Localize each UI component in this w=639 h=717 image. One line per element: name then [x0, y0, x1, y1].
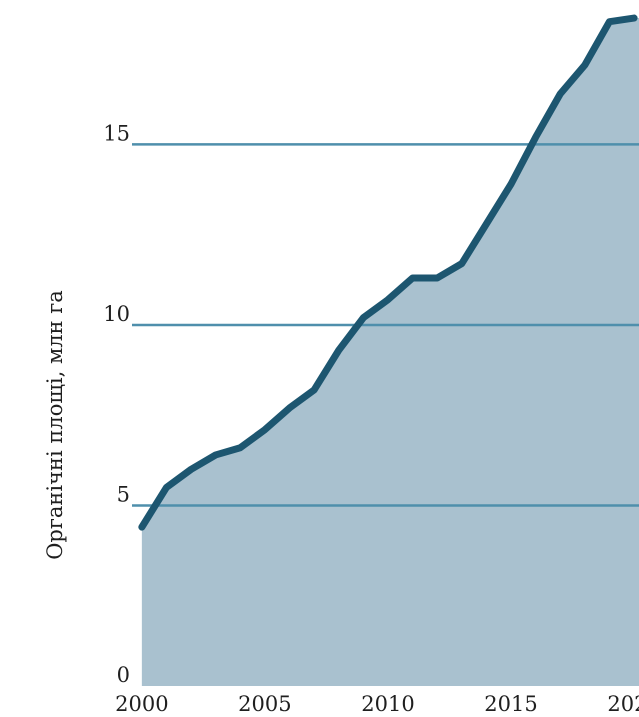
- x-tick-label: 2020: [607, 692, 639, 716]
- grid-lines: [132, 143, 639, 507]
- y-tick-labels: 0 5 10 15: [103, 121, 130, 687]
- y-tick-label: 10: [103, 302, 130, 326]
- x-tick-label: 2005: [238, 692, 291, 716]
- y-tick-label: 15: [103, 121, 130, 145]
- series-line: [138, 14, 638, 531]
- y-tick-label: 5: [117, 482, 130, 506]
- y-tick-label: 0: [117, 663, 130, 687]
- x-tick-label: 2000: [115, 692, 168, 716]
- x-tick-label: 2010: [361, 692, 414, 716]
- x-tick-labels: 2000 2005 2010 2015 2020: [115, 692, 639, 716]
- x-tick-label: 2015: [484, 692, 537, 716]
- y-axis-label: Органічні площі, млн га: [43, 290, 67, 560]
- series-area: [141, 18, 639, 687]
